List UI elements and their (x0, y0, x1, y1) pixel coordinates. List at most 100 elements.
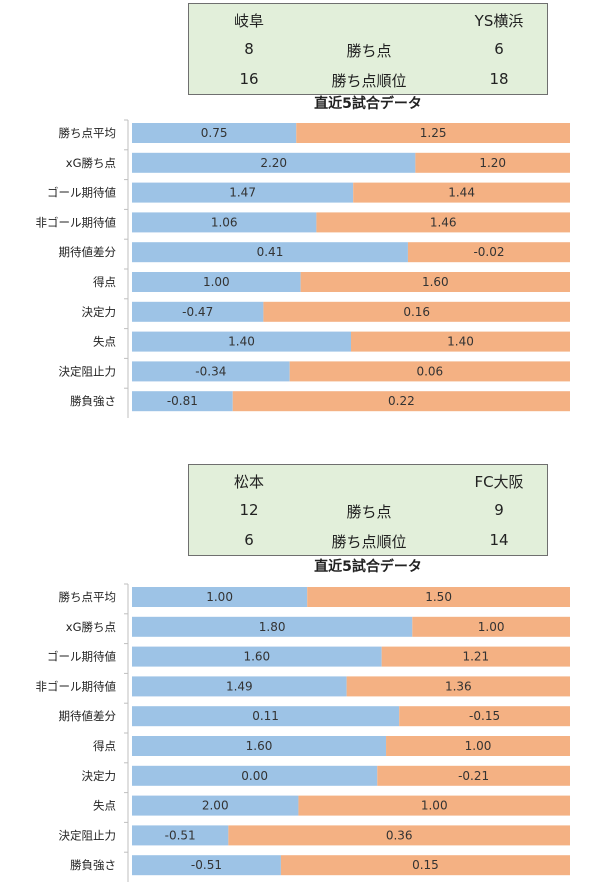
home-value-label: 2.00 (202, 799, 229, 813)
away-bar (353, 182, 570, 203)
home-rank: 16 (239, 70, 259, 88)
away-value-label: 1.46 (430, 215, 457, 229)
home-value-label: 0.11 (252, 709, 279, 723)
home-points: 8 (244, 40, 254, 58)
home-value-label: 0.41 (257, 245, 284, 259)
home-bar (132, 736, 387, 756)
away-value-label: 1.50 (425, 590, 452, 604)
home-value-label: -0.51 (191, 858, 222, 872)
away-value-label: 0.06 (416, 364, 443, 378)
away-bar (316, 212, 570, 233)
away-value-label: -0.02 (473, 245, 504, 259)
away-value-label: 1.40 (447, 335, 474, 349)
away-bar (280, 855, 570, 876)
away-bar (377, 765, 570, 786)
category-label: 失点 (93, 799, 116, 813)
home-value-label: 0.00 (241, 769, 268, 783)
category-label: 期待値差分 (59, 709, 117, 723)
away-points: 6 (494, 40, 504, 58)
away-bar (381, 646, 570, 667)
away-bar (415, 152, 570, 173)
home-bar (132, 676, 347, 697)
home-bar (132, 646, 382, 667)
away-bar (263, 301, 570, 322)
category-label: 勝ち点平均 (59, 126, 117, 140)
rank-label: 勝ち点順位 (331, 72, 407, 90)
away-bar (399, 706, 570, 727)
home-rank: 6 (244, 531, 254, 549)
home-value-label: 1.00 (206, 590, 233, 604)
away-value-label: 0.22 (388, 394, 415, 408)
category-label: 決定阻止力 (59, 364, 117, 378)
away-bar (300, 272, 570, 292)
away-value-label: 0.15 (412, 858, 439, 872)
category-label: 決定力 (82, 769, 117, 783)
home-bar (132, 301, 264, 322)
points-label: 勝ち点 (346, 503, 392, 521)
category-label: ゴール期待値 (47, 650, 116, 664)
rank-row: 16 勝ち点順位 18 (189, 64, 547, 94)
home-bar (132, 587, 308, 607)
away-value-label: 1.36 (445, 679, 472, 693)
home-value-label: 1.47 (229, 186, 256, 200)
category-label: 非ゴール期待値 (36, 215, 117, 229)
away-value-label: -0.15 (469, 709, 500, 723)
stacked-bar-chart: 勝ち点平均 0.75 1.25 xG勝ち点 2.20 1.20 ゴール期待値 1.47 1.44… (36, 119, 571, 418)
home-bar (132, 765, 378, 786)
category-label: 決定力 (82, 305, 117, 319)
away-value-label: 0.36 (386, 828, 413, 842)
home-bar (132, 272, 301, 292)
away-value-label: 0.16 (403, 305, 430, 319)
category-label: 勝負強さ (70, 394, 116, 408)
home-value-label: 1.40 (228, 335, 255, 349)
away-bar (386, 736, 570, 756)
rank-row: 6 勝ち点順位 14 (189, 525, 547, 555)
away-value-label: 1.21 (462, 650, 489, 664)
points-row: 8 勝ち点 6 (189, 34, 547, 64)
points-label: 勝ち点 (346, 42, 392, 60)
category-label: 失点 (93, 335, 116, 349)
category-label: 得点 (93, 739, 116, 753)
away-bar (407, 242, 570, 263)
away-bar (351, 331, 570, 352)
away-value-label: 1.20 (479, 156, 506, 170)
home-bar (132, 242, 408, 263)
score-box: 岐阜 YS横浜 8 勝ち点 6 16 勝ち点順位 18 (188, 3, 548, 95)
away-team-name: YS横浜 (474, 12, 524, 30)
away-bar (289, 361, 570, 382)
home-value-label: 1.00 (203, 275, 230, 289)
points-row: 12 勝ち点 9 (189, 495, 547, 525)
home-value-label: -0.81 (167, 394, 198, 408)
away-rank: 14 (489, 531, 509, 549)
category-label: 得点 (93, 275, 116, 289)
home-value-label: 1.60 (246, 739, 273, 753)
stacked-bar-chart: 勝ち点平均 1.00 1.50 xG勝ち点 1.80 1.00 ゴール期待値 1.60 1.21… (36, 583, 571, 882)
category-label: xG勝ち点 (66, 620, 116, 634)
home-value-label: -0.34 (195, 364, 226, 378)
away-value-label: 1.00 (465, 739, 492, 753)
away-team-name: FC大阪 (474, 473, 524, 491)
away-value-label: 1.25 (420, 126, 447, 140)
home-bar (132, 152, 416, 173)
home-bar (132, 182, 354, 203)
home-value-label: 1.06 (211, 215, 238, 229)
away-value-label: 1.44 (448, 186, 475, 200)
score-box: 松本 FC大阪 12 勝ち点 9 6 勝ち点順位 14 (188, 464, 548, 556)
home-team-name: 松本 (233, 473, 264, 491)
home-bar (132, 706, 400, 727)
away-bar (298, 795, 570, 816)
category-label: ゴール期待値 (47, 186, 116, 200)
home-bar (132, 391, 233, 412)
away-bar (232, 391, 571, 412)
home-value-label: -0.51 (165, 828, 196, 842)
home-bar (132, 123, 297, 143)
category-label: 勝負強さ (70, 858, 116, 872)
home-value-label: 0.75 (201, 126, 228, 140)
away-bar (412, 616, 570, 637)
team-row: 松本 FC大阪 (189, 465, 547, 495)
home-bar (132, 331, 351, 352)
home-bar (132, 855, 281, 876)
away-bar (296, 123, 570, 143)
away-bar (307, 587, 570, 607)
section-title: 直近5試合データ (314, 559, 422, 575)
